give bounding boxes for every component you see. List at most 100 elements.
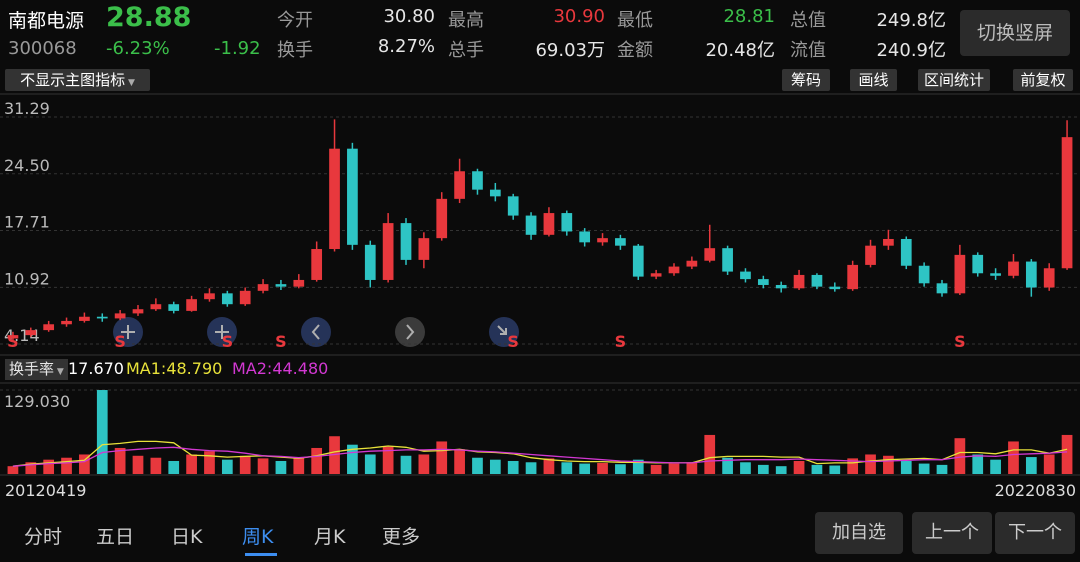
volume-bar — [418, 454, 430, 474]
period-tab[interactable]: 分时 — [24, 526, 63, 548]
volume-bar — [918, 463, 930, 474]
candle-body — [400, 223, 412, 260]
candle-body — [114, 313, 126, 319]
volume-bar — [25, 462, 37, 474]
volume-bar — [883, 455, 894, 474]
volume-bar — [454, 449, 465, 474]
ma1-line — [12, 440, 1068, 467]
action-button[interactable]: 加自选 — [815, 512, 903, 554]
period-tab[interactable]: 周K — [242, 526, 274, 548]
y-tick-label: 17.71 — [4, 213, 50, 232]
volume-bar — [543, 458, 555, 474]
candle-body — [525, 215, 537, 235]
volume-bar — [400, 455, 412, 474]
toolbar-button[interactable]: 前复权 — [1013, 69, 1073, 91]
volume-bar — [7, 466, 19, 474]
volume-bar — [347, 444, 358, 474]
candle-body — [865, 245, 876, 265]
volume-bar — [221, 459, 233, 474]
volume-bar — [722, 457, 733, 474]
candle-body — [775, 284, 787, 289]
volume-bar — [507, 460, 519, 474]
volume-bar — [1008, 441, 1019, 474]
candle-body — [722, 248, 733, 272]
period-tab[interactable]: 日K — [171, 526, 203, 548]
field-value: 8.27% — [377, 36, 435, 57]
action-button[interactable]: 上一个 — [912, 512, 992, 554]
volume-bar — [972, 454, 984, 474]
candle-body — [311, 249, 323, 280]
candle-body — [43, 324, 55, 331]
volume-bar — [186, 454, 197, 474]
period-tab[interactable]: 月K — [314, 526, 346, 548]
toolbar-button[interactable]: 画线 — [850, 69, 897, 91]
candle-body — [757, 279, 769, 285]
y-tick-label: 24.50 — [4, 156, 50, 175]
candle-body — [132, 309, 144, 314]
volume-bar — [364, 454, 376, 474]
candle-body — [96, 316, 108, 319]
field-label: 总值 — [790, 10, 826, 31]
volume-bar — [79, 454, 90, 474]
volume-bar — [293, 457, 305, 474]
field-value: 30.90 — [553, 6, 605, 27]
volume-bar — [954, 438, 966, 474]
candle-body — [454, 171, 465, 199]
candle-body — [686, 260, 698, 267]
volume-bar — [132, 455, 144, 474]
candle-body — [186, 299, 197, 311]
volume-bar — [436, 441, 448, 474]
stock-code: 300068 — [8, 38, 77, 59]
field-label: 今开 — [277, 10, 313, 31]
volume-bar — [96, 390, 108, 474]
period-tab[interactable]: 更多 — [382, 526, 421, 548]
candle-body — [597, 238, 608, 243]
switch-button[interactable]: 切换竖屏 — [960, 10, 1070, 56]
candle-body — [1061, 137, 1073, 269]
candle-body — [364, 244, 376, 280]
field-label: 金额 — [617, 40, 653, 61]
action-button[interactable]: 下一个 — [995, 512, 1075, 554]
candle-body — [507, 196, 519, 216]
sub-indicator-menu[interactable]: 换手率 ▼ — [5, 359, 68, 380]
field-value: 20.48亿 — [705, 40, 775, 61]
prev-button[interactable] — [301, 317, 331, 347]
volume-bar — [1025, 457, 1037, 474]
volume-bar — [632, 459, 644, 474]
volume-bar — [382, 446, 394, 474]
indicator-menu[interactable]: 不显示主图指标 ▼ — [5, 69, 150, 91]
volume-bar — [472, 457, 483, 474]
next-button[interactable] — [395, 317, 425, 347]
toolbar-button[interactable]: 区间统计 — [918, 69, 990, 91]
signal-marker: S — [114, 332, 126, 351]
ma1-label: MA1:48.790 — [126, 359, 223, 378]
volume-bar — [579, 463, 591, 474]
candle-body — [329, 148, 340, 250]
candle-body — [829, 286, 841, 290]
volume-bar — [615, 464, 626, 474]
volume-bar — [668, 463, 680, 474]
signal-marker: S — [954, 332, 966, 351]
candle-body — [61, 320, 72, 325]
volume-bar — [740, 462, 751, 474]
candle-body — [704, 248, 716, 261]
candle-body — [472, 171, 483, 190]
end-date: 20220830 — [994, 481, 1076, 500]
candle-body — [489, 189, 501, 197]
period-tab[interactable]: 五日 — [96, 526, 135, 548]
y-tick-label: 31.29 — [4, 99, 50, 118]
toolbar-button[interactable]: 筹码 — [782, 69, 830, 91]
volume-bar — [686, 462, 698, 474]
volume-bar — [114, 447, 126, 474]
candle-body — [615, 238, 626, 246]
signal-marker: S — [615, 332, 627, 351]
field-label: 最低 — [617, 10, 653, 31]
volume-bar — [847, 458, 859, 474]
volume-bar — [650, 464, 662, 474]
candle-body — [936, 283, 948, 294]
sub-current: 17.670 — [68, 359, 124, 378]
volume-bar — [1043, 454, 1055, 474]
y-tick-label: 10.92 — [4, 269, 50, 288]
volume-bar — [900, 460, 912, 474]
signal-marker: S — [275, 332, 287, 351]
